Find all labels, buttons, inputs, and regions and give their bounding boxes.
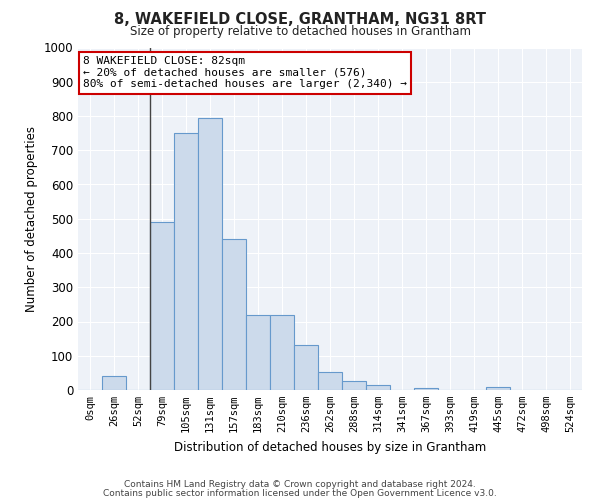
Bar [198,118,222,390]
Bar [318,372,342,390]
X-axis label: Distribution of detached houses by size in Grantham: Distribution of detached houses by size … [174,440,486,454]
Text: 8, WAKEFIELD CLOSE, GRANTHAM, NG31 8RT: 8, WAKEFIELD CLOSE, GRANTHAM, NG31 8RT [114,12,486,28]
Bar [270,314,294,390]
Text: Size of property relative to detached houses in Grantham: Size of property relative to detached ho… [130,25,470,38]
Bar [150,222,174,390]
Bar [294,346,318,390]
Bar [414,388,438,390]
Bar [246,314,270,390]
Y-axis label: Number of detached properties: Number of detached properties [25,126,38,312]
Bar [174,133,198,390]
Bar [366,385,390,390]
Text: Contains public sector information licensed under the Open Government Licence v3: Contains public sector information licen… [103,488,497,498]
Bar [102,376,126,390]
Text: 8 WAKEFIELD CLOSE: 82sqm
← 20% of detached houses are smaller (576)
80% of semi-: 8 WAKEFIELD CLOSE: 82sqm ← 20% of detach… [83,56,407,90]
Bar [222,240,246,390]
Bar [486,388,510,390]
Bar [342,381,366,390]
Text: Contains HM Land Registry data © Crown copyright and database right 2024.: Contains HM Land Registry data © Crown c… [124,480,476,489]
